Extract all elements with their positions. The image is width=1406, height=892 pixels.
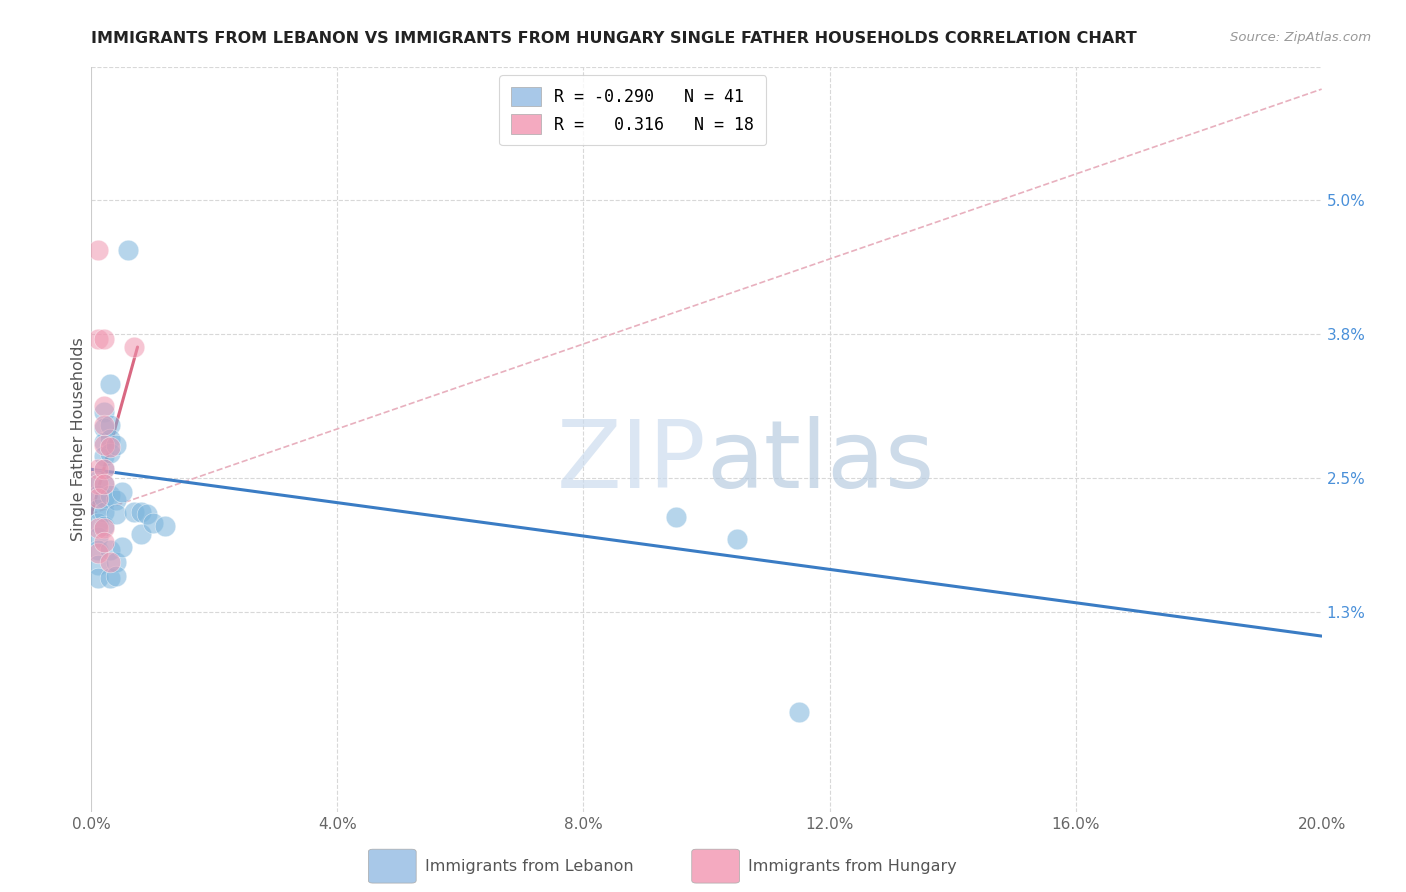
Point (86, 488, 108, 502)
Point (86, 516, 108, 530)
Point (86, 546, 108, 560)
Point (93, 332, 115, 346)
Point (86, 491, 108, 506)
Point (93, 449, 115, 463)
Point (86, 502, 108, 516)
Point (86, 244, 108, 258)
Text: Source: ZipAtlas.com: Source: ZipAtlas.com (1230, 31, 1371, 45)
Point (124, 505, 146, 519)
Legend: R = -0.290   N = 41, R =   0.316   N = 18: R = -0.290 N = 41, R = 0.316 N = 18 (499, 75, 766, 145)
Point (93, 476, 115, 491)
Point (111, 484, 134, 499)
Point (111, 540, 134, 554)
Point (93, 399, 115, 413)
Point (93, 491, 115, 506)
Point (86, 530, 108, 544)
Text: IMMIGRANTS FROM LEBANON VS IMMIGRANTS FROM HUNGARY SINGLE FATHER HOUSEHOLDS CORR: IMMIGRANTS FROM LEBANON VS IMMIGRANTS FR… (91, 31, 1137, 46)
Point (93, 519, 115, 533)
Point (665, 510, 688, 524)
Point (98, 488, 121, 502)
Point (105, 507, 127, 521)
Point (105, 569, 127, 583)
Point (93, 462, 115, 476)
Point (86, 558, 108, 572)
Point (787, 705, 810, 719)
Point (105, 493, 127, 508)
Point (86, 332, 108, 346)
Point (117, 244, 139, 258)
Y-axis label: Single Father Households: Single Father Households (70, 337, 86, 541)
Point (86, 521, 108, 535)
Point (129, 505, 152, 519)
Point (93, 404, 115, 418)
Point (93, 534, 115, 549)
Point (142, 516, 165, 530)
Point (98, 376, 121, 391)
Point (98, 543, 121, 558)
Point (93, 462, 115, 476)
Text: atlas: atlas (706, 416, 935, 508)
Point (98, 433, 121, 447)
Text: Immigrants from Hungary: Immigrants from Hungary (748, 859, 956, 873)
Point (98, 445, 121, 459)
Point (105, 438, 127, 452)
Point (86, 474, 108, 488)
Point (129, 526, 152, 541)
Point (86, 543, 108, 558)
Point (124, 340, 146, 354)
Point (93, 505, 115, 519)
Point (93, 434, 115, 449)
Point (135, 507, 157, 521)
Point (98, 417, 121, 432)
Point (93, 421, 115, 435)
Point (98, 440, 121, 454)
Text: ZIP: ZIP (557, 416, 706, 508)
Point (93, 521, 115, 535)
Point (86, 476, 108, 491)
Point (725, 533, 748, 547)
Point (86, 462, 108, 476)
Point (93, 476, 115, 491)
Point (153, 519, 177, 533)
Point (98, 571, 121, 585)
Point (93, 438, 115, 452)
Point (86, 571, 108, 585)
Text: Immigrants from Lebanon: Immigrants from Lebanon (425, 859, 633, 873)
Point (105, 555, 127, 569)
Point (93, 417, 115, 432)
Point (98, 555, 121, 569)
